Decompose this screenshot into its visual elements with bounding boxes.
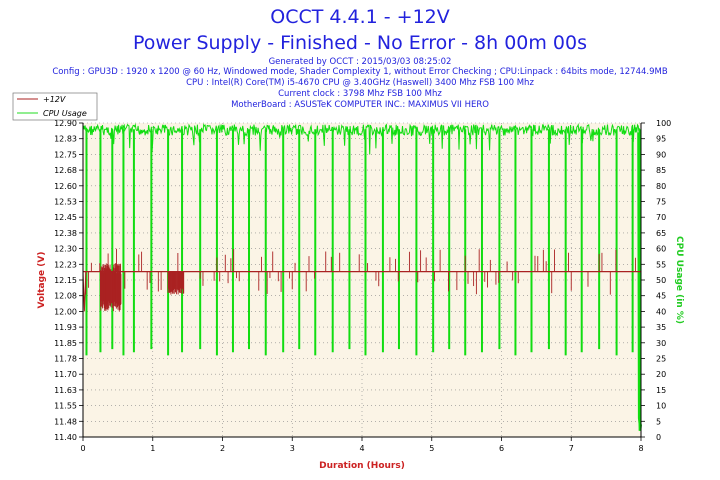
y2-tick-label: 100 [656, 119, 671, 128]
y2-tick-label: 65 [656, 229, 666, 238]
info-motherboard: MotherBoard : ASUSTeK COMPUTER INC.: MAX… [231, 100, 489, 110]
x-tick-label: 3 [290, 444, 295, 453]
voltage-series [82, 248, 641, 312]
y2-tick-label: 50 [656, 276, 666, 285]
legend-label-cpu: CPU Usage [43, 109, 87, 118]
y-tick-label: 11.85 [54, 339, 77, 348]
y2-tick-label: 20 [656, 370, 666, 379]
x-tick-label: 5 [429, 444, 434, 453]
y-tick-label: 12.15 [54, 276, 77, 285]
info-cpu: CPU : Intel(R) Core(TM) i5-4670 CPU @ 3.… [186, 78, 534, 88]
y-tick-label: 12.60 [54, 182, 77, 191]
x-tick-label: 6 [499, 444, 504, 453]
axis-ticks: 12.90 12.83 12.75 12.68 12.60 12.53 12.45 12.38… [54, 119, 671, 453]
y-tick-label: 12.30 [54, 245, 77, 254]
y2-axis-label: CPU Usage (in %) [674, 236, 684, 324]
y-tick-label: 12.23 [54, 260, 77, 269]
y-tick-label: 12.75 [54, 150, 77, 159]
y-tick-label: 12.53 [54, 198, 77, 207]
y-axis-label: Voltage (V) [37, 252, 47, 309]
chart-subtitle: Power Supply - Finished - No Error - 8h … [132, 32, 588, 54]
y2-tick-label: 30 [656, 339, 666, 348]
y2-tick-label: 85 [656, 166, 666, 175]
y2-tick-label: 35 [656, 323, 666, 332]
y2-tick-label: 45 [656, 292, 666, 301]
y-tick-label: 11.70 [54, 370, 77, 379]
y-tick-label: 12.90 [54, 119, 77, 128]
y-tick-label: 11.40 [54, 433, 77, 442]
info-clock: Current clock : 3798 Mhz FSB 100 Mhz [278, 89, 442, 99]
y-tick-label: 12.38 [54, 229, 77, 238]
y2-tick-label: 5 [656, 417, 661, 426]
y2-tick-label: 0 [656, 433, 661, 442]
y2-tick-label: 75 [656, 198, 666, 207]
y-tick-label: 11.48 [54, 417, 77, 426]
x-tick-label: 0 [80, 444, 85, 453]
y-tick-label: 12.00 [54, 307, 77, 316]
y-tick-label: 11.78 [54, 355, 77, 364]
y2-tick-label: 10 [656, 402, 666, 411]
y-tick-label: 12.08 [54, 292, 77, 301]
cpu-usage-line [82, 123, 641, 155]
y-tick-label: 11.55 [54, 402, 77, 411]
y-tick-label: 11.63 [54, 386, 77, 395]
legend: +12V CPU Usage [12, 92, 98, 121]
y-tick-label: 12.83 [54, 135, 77, 144]
x-tick-label: 2 [220, 444, 225, 453]
y2-tick-label: 25 [656, 355, 666, 364]
y2-tick-label: 90 [656, 150, 666, 159]
y-tick-label: 12.68 [54, 166, 77, 175]
y2-tick-label: 55 [656, 260, 666, 269]
chart-title: OCCT 4.4.1 - +12V [270, 6, 450, 28]
x-tick-label: 7 [569, 444, 574, 453]
y2-tick-label: 80 [656, 182, 666, 191]
axes [82, 123, 642, 438]
legend-label-voltage: +12V [43, 95, 66, 104]
x-tick-label: 1 [150, 444, 155, 453]
y-tick-label: 12.45 [54, 213, 77, 222]
y2-tick-label: 70 [656, 213, 666, 222]
y2-tick-label: 15 [656, 386, 666, 395]
y2-tick-label: 40 [656, 307, 666, 316]
y-tick-label: 11.93 [54, 323, 77, 332]
y2-tick-label: 95 [656, 135, 666, 144]
legend-box [12, 92, 98, 121]
x-tick-label: 4 [359, 444, 364, 453]
y2-tick-label: 60 [656, 245, 666, 254]
info-generated: Generated by OCCT : 2015/03/03 08:25:02 [268, 57, 452, 67]
x-axis-label: Duration (Hours) [319, 461, 405, 471]
x-tick-label: 8 [638, 444, 643, 453]
info-config: Config : GPU3D : 1920 x 1200 @ 60 Hz, Wi… [52, 67, 668, 77]
